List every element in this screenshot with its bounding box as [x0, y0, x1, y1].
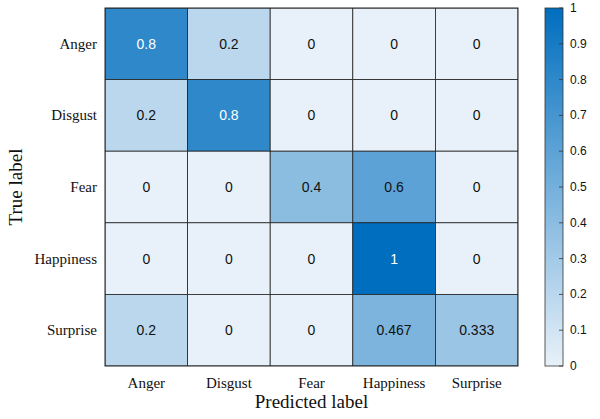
heatmap-cell — [270, 294, 353, 366]
colorbar-tick-label: 0.7 — [570, 108, 587, 122]
cell-label: 0 — [390, 36, 398, 52]
colorbar-tick — [559, 222, 563, 223]
cell-label: 0.4 — [302, 179, 322, 195]
heatmap-cell — [188, 151, 271, 223]
y-tick-label: Fear — [70, 179, 97, 195]
heatmap-cell — [105, 80, 188, 152]
heatmap-cell — [188, 223, 271, 295]
heatmap-cell — [270, 80, 353, 152]
cell-label: 0.2 — [219, 36, 239, 52]
heatmap-cell — [435, 223, 518, 295]
colorbar-tick-label: 0.4 — [570, 216, 587, 230]
colorbar-tick — [559, 366, 563, 367]
heatmap-cell — [353, 294, 436, 366]
heatmap-cell — [105, 151, 188, 223]
y-tick-label: Surprise — [47, 322, 97, 338]
heatmap-cell — [188, 294, 271, 366]
y-axis-title: True label — [5, 149, 26, 226]
colorbar-tick-label: 0.2 — [570, 287, 587, 301]
cell-label: 0 — [473, 251, 481, 267]
x-tick-label: Fear — [298, 375, 325, 391]
cell-label: 0 — [225, 322, 233, 338]
cell-label: 0 — [473, 179, 481, 195]
y-tick-label: Anger — [60, 36, 98, 52]
heatmap-cell — [353, 223, 436, 295]
heatmap-cell — [353, 8, 436, 80]
colorbar-tick — [559, 43, 563, 44]
colorbar-tick — [559, 115, 563, 116]
x-axis-title: Predicted label — [255, 391, 368, 412]
heatmap-cell — [353, 80, 436, 152]
cells — [105, 8, 518, 366]
colorbar-tick-label: 0.5 — [570, 180, 587, 194]
cell-label: 0 — [142, 179, 150, 195]
cell-label: 0 — [308, 107, 316, 123]
x-tick-label: Anger — [128, 375, 166, 391]
colorbar-tick — [559, 8, 563, 9]
cell-label: 0.6 — [384, 179, 404, 195]
cell-label: 0 — [225, 251, 233, 267]
colorbar-tick-label: 0.6 — [570, 144, 587, 158]
cell-label: 0 — [225, 179, 233, 195]
cell-label: 0.8 — [137, 36, 157, 52]
colorbar-tick-label: 0.1 — [570, 323, 587, 337]
x-tick-label: Surprise — [452, 375, 502, 391]
heatmap-cell — [270, 8, 353, 80]
heatmap-cell — [188, 8, 271, 80]
cell-label: 0.467 — [377, 322, 412, 338]
heatmap-cell — [105, 294, 188, 366]
chart-svg: 0.8 0.2 0 0 0 0.2 0.8 0 0 0 0 0 0.4 0.6 0 0 0 0 1 0 0.2 0 0 0.4… — [0, 0, 600, 419]
heatmap-cell — [435, 8, 518, 80]
cell-label: 0 — [142, 251, 150, 267]
colorbar-tick-label: 1 — [570, 1, 577, 15]
colorbar-tick — [559, 294, 563, 295]
colorbar — [545, 8, 563, 366]
heatmap-cell — [435, 80, 518, 152]
cell-label: 0 — [308, 322, 316, 338]
heatmap-cell — [353, 151, 436, 223]
colorbar-tick-label: 0.8 — [570, 73, 587, 87]
colorbar-tick-label: 0 — [570, 359, 577, 373]
heatmap-cell — [270, 223, 353, 295]
cell-label: 0 — [390, 107, 398, 123]
cell-labels: 0.8 0.2 0 0 0 0.2 0.8 0 0 0 0 0 0.4 0.6 0 0 0 0 1 0 0.2 0 0 0.4… — [137, 36, 495, 338]
heatmap-cell — [270, 151, 353, 223]
x-tick-label: Happiness — [363, 375, 426, 391]
colorbar-tick — [559, 79, 563, 80]
cell-label: 1 — [390, 251, 398, 267]
cell-label: 0 — [308, 36, 316, 52]
heatmap-cell — [435, 294, 518, 366]
cell-label: 0 — [308, 251, 316, 267]
cell-label: 0.8 — [219, 107, 239, 123]
y-tick-label: Disgust — [51, 107, 98, 123]
colorbar-tick-label: 0.3 — [570, 252, 587, 266]
plot-frame — [105, 8, 518, 366]
chart-container: 0.8 0.2 0 0 0 0.2 0.8 0 0 0 0 0 0.4 0.6 0 0 0 0 1 0 0.2 0 0 0.4… — [0, 0, 600, 419]
x-tick-label: Disgust — [206, 375, 253, 391]
colorbar-tick — [559, 187, 563, 188]
heatmap-cell — [188, 80, 271, 152]
colorbar-tick — [559, 258, 563, 259]
colorbar-tick-label: 0.9 — [570, 37, 587, 51]
cell-label: 0.333 — [459, 322, 494, 338]
heatmap-cell — [105, 223, 188, 295]
cell-label: 0 — [473, 36, 481, 52]
y-tick-label: Happiness — [35, 251, 98, 267]
cell-label: 0.2 — [137, 107, 157, 123]
heatmap-cell — [435, 151, 518, 223]
colorbar-tick — [559, 330, 563, 331]
heatmap-cell — [105, 8, 188, 80]
cell-label: 0 — [473, 107, 481, 123]
cell-label: 0.2 — [137, 322, 157, 338]
colorbar-tick — [559, 151, 563, 152]
